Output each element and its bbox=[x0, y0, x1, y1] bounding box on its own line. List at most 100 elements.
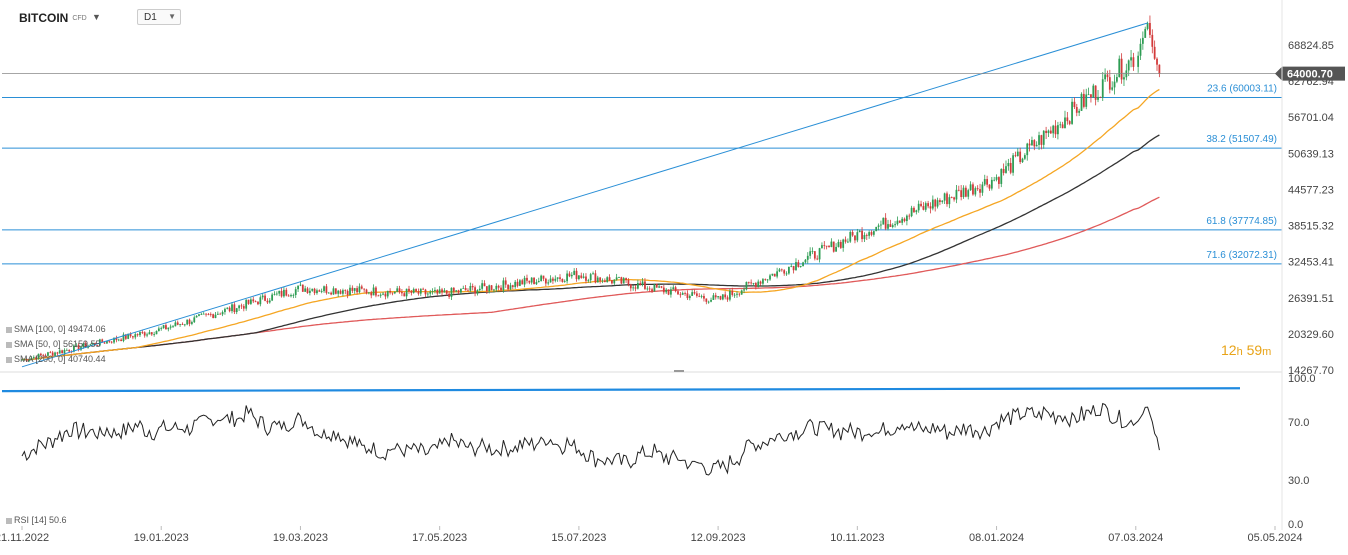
candle-body bbox=[259, 297, 262, 305]
candle-body bbox=[1035, 144, 1038, 147]
candle-body bbox=[568, 273, 571, 277]
candle-body bbox=[228, 307, 231, 312]
candle-body bbox=[641, 281, 644, 285]
candle-body bbox=[1012, 155, 1014, 173]
candle-body bbox=[1097, 96, 1099, 100]
candle-body bbox=[139, 332, 141, 336]
candle-body bbox=[1139, 43, 1142, 56]
candle-body bbox=[434, 289, 436, 292]
candle-body bbox=[686, 293, 689, 299]
candle-body bbox=[1033, 140, 1036, 147]
candle-body bbox=[875, 226, 878, 232]
candle-body bbox=[1078, 110, 1081, 113]
rsi-swatch-icon bbox=[6, 517, 12, 524]
candle-body bbox=[757, 281, 760, 287]
candle-body bbox=[983, 179, 986, 185]
price-axis: 68824.8562762.9456701.0450639.1344577.23… bbox=[2, 40, 1345, 377]
candle-body bbox=[813, 251, 816, 259]
candle-body bbox=[148, 332, 151, 335]
candle-body bbox=[1038, 135, 1040, 145]
candle-body bbox=[901, 218, 904, 223]
candle-body bbox=[412, 289, 415, 293]
candle-body bbox=[865, 235, 868, 236]
candle-body bbox=[672, 287, 675, 290]
candle-body bbox=[740, 290, 743, 295]
candle-body bbox=[844, 239, 847, 242]
candle-body bbox=[91, 343, 94, 345]
candle-body bbox=[113, 337, 115, 343]
candle-body bbox=[1144, 28, 1147, 38]
price-axis-label: 68824.85 bbox=[1288, 40, 1334, 52]
candle-body bbox=[674, 287, 677, 292]
candle-body bbox=[894, 224, 896, 226]
candle-body bbox=[370, 292, 373, 296]
current-price-badge bbox=[1275, 66, 1345, 81]
candle-body bbox=[684, 293, 686, 294]
price-axis-label: 38515.32 bbox=[1288, 221, 1334, 233]
candle-body bbox=[247, 299, 250, 304]
candle-body bbox=[141, 332, 144, 333]
candle-body bbox=[644, 281, 646, 289]
candle-body bbox=[431, 291, 434, 292]
candle-body bbox=[634, 287, 637, 289]
candle-body bbox=[762, 279, 764, 284]
candle-body bbox=[648, 288, 651, 290]
legend-sma50[interactable]: SMA [50, 0] 56159.55 bbox=[6, 339, 101, 349]
candle-body bbox=[353, 288, 356, 291]
candle-body bbox=[195, 315, 198, 318]
candle-body bbox=[806, 255, 809, 260]
legend-sma200[interactable]: SMA [200, 0] 40740.44 bbox=[6, 354, 106, 364]
candle-body bbox=[839, 241, 842, 248]
candle-body bbox=[294, 289, 297, 295]
price-axis-label: 14267.70 bbox=[1288, 365, 1334, 377]
price-axis-label: 56701.04 bbox=[1288, 112, 1334, 124]
symbol-selector[interactable]: BITCOIN CFD bbox=[19, 11, 87, 25]
candle-body bbox=[268, 300, 271, 303]
candle-body bbox=[363, 288, 366, 290]
candle-body bbox=[542, 275, 545, 279]
candle-body bbox=[556, 277, 559, 279]
candle-body bbox=[625, 278, 627, 281]
legend-sma100[interactable]: SMA [100, 0] 49474.06 bbox=[6, 324, 106, 334]
candle-body bbox=[224, 308, 226, 313]
candle-body bbox=[821, 245, 823, 249]
candle-body bbox=[516, 281, 519, 286]
candle-body bbox=[809, 251, 812, 256]
candle-body bbox=[122, 334, 125, 341]
symbol-dropdown-icon[interactable]: ▼ bbox=[92, 12, 101, 22]
candle-body bbox=[736, 293, 738, 295]
candle-body bbox=[889, 224, 892, 227]
candle-body bbox=[467, 290, 469, 292]
candle-body bbox=[212, 314, 215, 318]
candle-body bbox=[835, 246, 837, 252]
candle-body bbox=[580, 275, 583, 278]
candle-body bbox=[346, 290, 349, 296]
candle-body bbox=[436, 289, 439, 294]
candle-body bbox=[54, 352, 56, 356]
candle-body bbox=[769, 275, 771, 280]
candle-body bbox=[632, 287, 635, 289]
candle-body bbox=[1007, 162, 1010, 167]
candle-body bbox=[776, 271, 779, 277]
candle-body bbox=[599, 277, 602, 281]
candle-body bbox=[707, 301, 710, 303]
candle-body bbox=[287, 295, 290, 297]
timeframe-select[interactable]: D1 ▼ bbox=[137, 9, 181, 25]
candle-body bbox=[670, 289, 672, 295]
candle-body bbox=[1009, 162, 1012, 173]
candle-body bbox=[209, 314, 212, 315]
candle-body bbox=[972, 184, 974, 195]
candle-body bbox=[301, 284, 304, 292]
candle-body bbox=[214, 314, 217, 318]
candle-body bbox=[518, 280, 521, 286]
candle-body bbox=[429, 291, 432, 294]
candle-body bbox=[1042, 130, 1045, 145]
candle-body bbox=[750, 282, 753, 284]
candle-body bbox=[1094, 85, 1097, 100]
candle-body bbox=[42, 355, 45, 356]
candle-body bbox=[764, 279, 767, 280]
legend-rsi[interactable]: RSI [14] 50.6 bbox=[6, 515, 67, 525]
candle-body bbox=[986, 179, 989, 185]
candle-body bbox=[1127, 60, 1130, 71]
